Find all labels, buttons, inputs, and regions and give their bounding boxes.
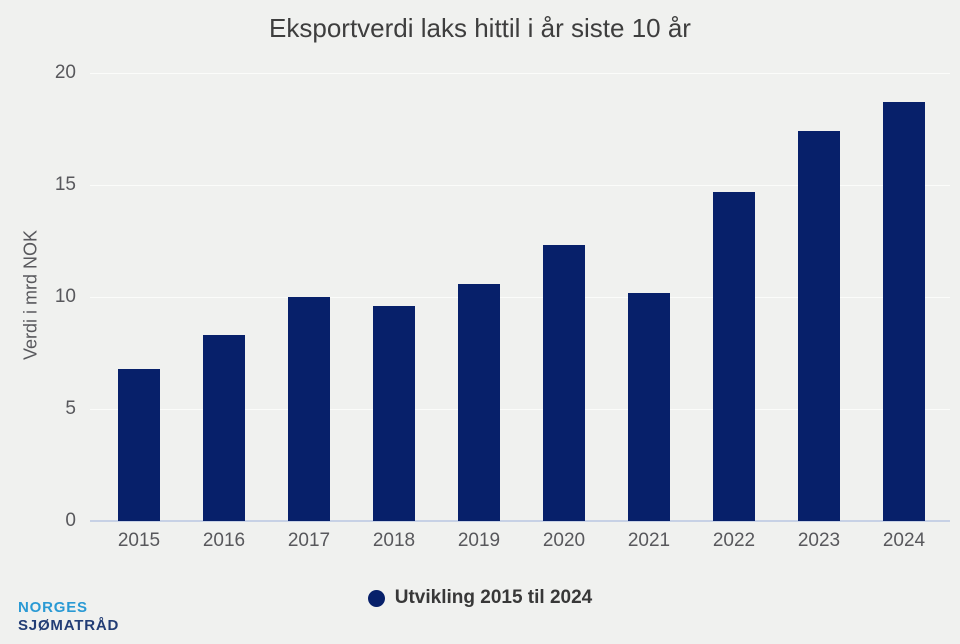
y-tick-label-0: 0 (65, 510, 76, 531)
x-axis: 2015 2016 2017 2018 2019 2020 2021 2022 2023 2024 (90, 529, 950, 553)
y-tick-label-15: 15 (54, 174, 76, 195)
bar-2020[interactable] (543, 245, 585, 521)
x-tick-label-2020: 2020 (542, 530, 586, 551)
x-tick-label-2017: 2017 (287, 530, 331, 551)
y-tick-label-20: 20 (54, 62, 76, 83)
logo-line-2: SJØMATRÅD (18, 616, 120, 634)
gridline-15 (90, 184, 950, 186)
y-axis: 0 5 10 15 20 (0, 62, 76, 531)
gridline-10 (90, 296, 950, 298)
bar-2015[interactable] (118, 368, 160, 521)
x-tick-label-2019: 2019 (457, 530, 501, 551)
legend-label: Utvikling 2015 til 2024 (394, 587, 593, 608)
logo-line-1: NORGES (18, 599, 88, 616)
x-tick-label-2018: 2018 (372, 530, 416, 551)
x-tick-label-2023: 2023 (797, 530, 841, 551)
plot-area (90, 72, 950, 522)
x-axis-line (90, 520, 950, 522)
bar-2024[interactable] (883, 102, 925, 521)
y-tick-label-5: 5 (65, 398, 76, 419)
gridline-20 (90, 72, 950, 74)
x-tick-label-2016: 2016 (202, 530, 246, 551)
bar-2021[interactable] (628, 292, 670, 521)
bar-2019[interactable] (458, 283, 500, 521)
x-tick-label-2015: 2015 (117, 530, 161, 551)
bar-2018[interactable] (373, 305, 415, 521)
bar-2017[interactable] (288, 297, 330, 521)
x-tick-label-2022: 2022 (712, 530, 756, 551)
x-tick-label-2021: 2021 (627, 530, 671, 551)
bar-2023[interactable] (798, 131, 840, 521)
bar-2022[interactable] (713, 191, 755, 521)
chart-title: Eksportverdi laks hittil i år siste 10 å… (269, 13, 691, 43)
legend-marker-icon (367, 589, 385, 607)
gridline-5 (90, 408, 950, 410)
x-tick-label-2024: 2024 (882, 530, 926, 551)
legend-item[interactable]: Utvikling 2015 til 2024 (0, 587, 960, 609)
norges-sjomatrad-logo: NORGES SJØMATRÅD (18, 599, 119, 634)
y-tick-label-10: 10 (54, 286, 76, 307)
bar-2016[interactable] (203, 335, 245, 521)
